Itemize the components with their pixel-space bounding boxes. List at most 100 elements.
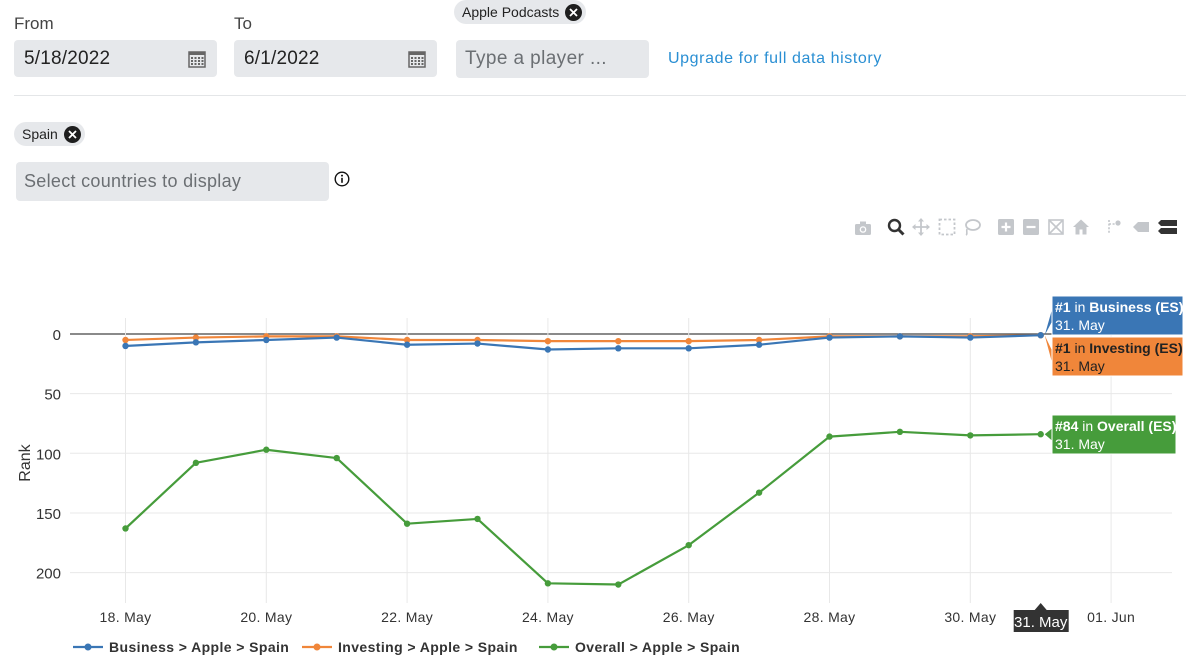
tooltip-box bbox=[1051, 414, 1177, 455]
calendar-icon[interactable] bbox=[187, 49, 207, 69]
legend-item-label: Overall > Apple > Spain bbox=[575, 639, 740, 655]
tooltip-date: 31. May bbox=[1055, 317, 1105, 333]
info-circle-icon[interactable] bbox=[334, 171, 350, 187]
tooltip-in: in bbox=[1078, 418, 1097, 434]
to-date-value: 6/1/2022 bbox=[244, 47, 320, 69]
data-point bbox=[685, 345, 692, 352]
tooltip-rank-line: #1 in Business (ES) bbox=[1055, 299, 1183, 315]
data-point bbox=[1037, 431, 1044, 438]
hover-layer: #1 in Business (ES) 31. May #1 in Investin… bbox=[1013, 295, 1184, 632]
tooltip-rank: #84 bbox=[1055, 418, 1079, 434]
tooltip-rank: #1 bbox=[1055, 299, 1071, 315]
data-point bbox=[826, 433, 833, 440]
to-date-input[interactable]: 6/1/2022 bbox=[234, 40, 437, 77]
legend-item-label: Investing > Apple > Spain bbox=[338, 639, 518, 655]
spike-lines-icon[interactable] bbox=[1105, 218, 1123, 236]
tooltip-rank-line: #1 in Investing (ES) bbox=[1055, 340, 1183, 356]
y-tick-label: 150 bbox=[36, 506, 61, 523]
hover-closest-icon[interactable] bbox=[1132, 218, 1150, 236]
tooltip-in: in bbox=[1071, 299, 1090, 315]
x-tick-label: 26. May bbox=[663, 609, 715, 625]
zoom-icon[interactable] bbox=[887, 218, 905, 236]
remove-platform-icon[interactable] bbox=[565, 3, 583, 21]
country-chip: Spain bbox=[14, 122, 85, 146]
platform-chip: Apple Podcasts bbox=[454, 0, 587, 24]
series-line bbox=[124, 430, 1041, 586]
pan-icon[interactable] bbox=[912, 218, 930, 236]
autoscale-icon[interactable] bbox=[1047, 218, 1065, 236]
x-tick-label: 22. May bbox=[381, 609, 433, 625]
data-point bbox=[263, 446, 270, 453]
countries-select[interactable]: Select countries to display bbox=[16, 162, 329, 201]
data-point bbox=[615, 581, 622, 588]
x-hover-pointer bbox=[1034, 603, 1047, 610]
tooltip-pointer bbox=[1044, 428, 1052, 441]
tooltip-date: 31. May bbox=[1055, 436, 1105, 452]
data-point bbox=[685, 337, 692, 345]
data-point bbox=[403, 336, 411, 344]
player-search-input[interactable]: Type a player ... bbox=[456, 40, 649, 78]
data-point bbox=[122, 336, 129, 344]
data-point bbox=[544, 337, 552, 345]
upgrade-link[interactable]: Upgrade for full data history bbox=[668, 50, 882, 67]
data-point bbox=[755, 336, 763, 344]
y-tick-label: 0 bbox=[53, 327, 61, 344]
data-point bbox=[333, 454, 340, 462]
tooltip-box bbox=[1051, 295, 1184, 336]
data-point bbox=[474, 515, 481, 523]
data-point bbox=[1037, 331, 1044, 339]
zoom-out-icon[interactable] bbox=[1022, 218, 1040, 236]
data-point bbox=[403, 341, 411, 348]
legend-item-label: Business > Apple > Spain bbox=[109, 639, 289, 655]
data-point bbox=[474, 340, 481, 347]
data-point bbox=[896, 333, 904, 340]
tooltip-box bbox=[1051, 336, 1184, 377]
chart-toolbar bbox=[852, 217, 1182, 237]
chart-legend: Business > Apple > Spain Investing > Appl… bbox=[73, 639, 740, 655]
box-select-icon[interactable] bbox=[938, 218, 956, 236]
data-point bbox=[967, 432, 974, 439]
x-tick-label: 20. May bbox=[240, 609, 292, 625]
rank-chart[interactable]: Rank 0 50 100 150 200 18. May 20. May 22. May 2… bbox=[0, 250, 1200, 661]
x-tick-label: 24. May bbox=[522, 609, 574, 625]
data-point bbox=[755, 341, 763, 348]
y-axis-title: Rank bbox=[17, 443, 34, 481]
from-date-value: 5/18/2022 bbox=[24, 47, 111, 69]
from-date-input[interactable]: 5/18/2022 bbox=[14, 40, 217, 77]
countries-placeholder: Select countries to display bbox=[24, 171, 242, 191]
x-tick-label: 18. May bbox=[100, 609, 152, 625]
x-hover-box bbox=[1013, 610, 1069, 632]
remove-country-icon[interactable] bbox=[63, 125, 81, 143]
platform-chip-label: Apple Podcasts bbox=[462, 4, 560, 20]
tooltip-pointer bbox=[1044, 335, 1052, 363]
data-point bbox=[192, 459, 200, 467]
lasso-select-icon[interactable] bbox=[963, 218, 981, 236]
tooltip-category: Business (ES) bbox=[1089, 299, 1183, 315]
data-point bbox=[755, 489, 763, 496]
hover-compare-icon[interactable] bbox=[1158, 217, 1178, 237]
zoom-in-icon[interactable] bbox=[997, 218, 1015, 236]
divider bbox=[14, 95, 1186, 96]
series-line bbox=[125, 334, 1041, 351]
data-point bbox=[685, 541, 692, 549]
reset-axes-icon[interactable] bbox=[1072, 218, 1090, 236]
x-axis-ticks: 18. May 20. May 22. May 24. May 26. May 28. M… bbox=[100, 609, 1135, 625]
legend-swatch-marker bbox=[84, 643, 92, 651]
calendar-icon[interactable] bbox=[407, 49, 427, 69]
camera-icon[interactable] bbox=[854, 219, 872, 237]
data-point bbox=[544, 580, 552, 587]
from-label: From bbox=[14, 14, 54, 33]
chart-series bbox=[122, 331, 1044, 588]
data-point bbox=[967, 334, 974, 341]
y-tick-label: 50 bbox=[44, 387, 61, 404]
tooltip-pointer bbox=[1044, 309, 1052, 336]
x-tick-label: 01. Jun bbox=[1087, 609, 1135, 625]
tooltip-in: in bbox=[1071, 340, 1090, 356]
country-chip-label: Spain bbox=[22, 126, 58, 142]
data-point bbox=[192, 334, 200, 341]
data-point bbox=[122, 525, 129, 532]
chart-grid bbox=[70, 318, 1172, 603]
tooltip-rank-line: #84 in Overall (ES) bbox=[1055, 418, 1176, 434]
data-point bbox=[333, 334, 340, 341]
data-point bbox=[122, 342, 129, 350]
